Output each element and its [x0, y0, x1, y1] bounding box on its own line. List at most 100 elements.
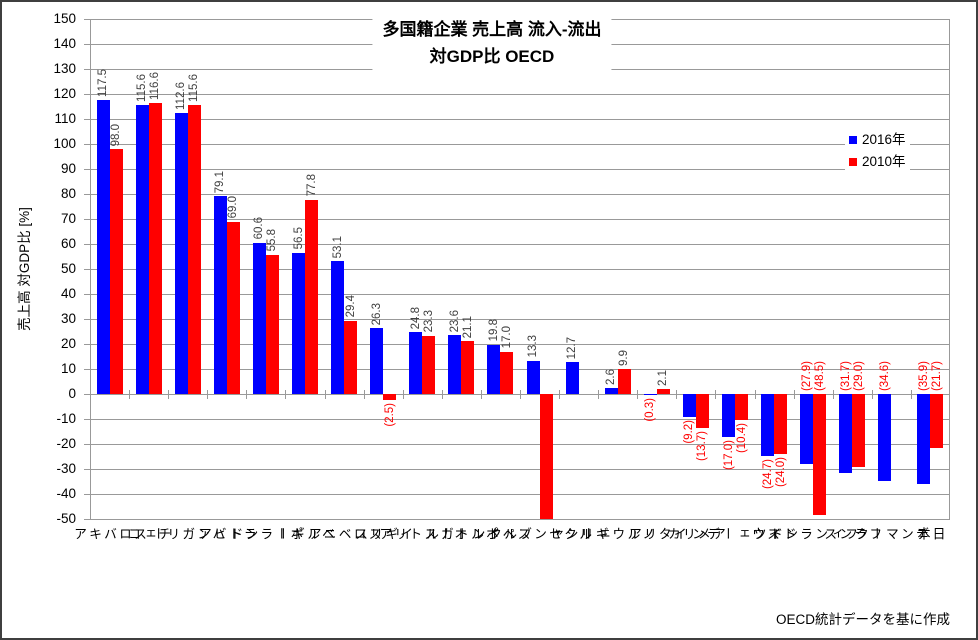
bar-value-label: 17.0 [500, 326, 513, 349]
category-tick [168, 390, 170, 399]
bar-value-label: (0.3) [644, 397, 657, 422]
bar-value-label: (35.9) [917, 360, 930, 391]
category-tick [871, 390, 873, 399]
y-axis-tick-label: 50 [60, 261, 76, 276]
y-axis-tick [84, 269, 90, 270]
x-category-label: スウェーデン [690, 527, 780, 541]
x-category-label: デンマーク [853, 527, 929, 541]
category-tick [285, 390, 287, 399]
bar-value-label: 13.3 [527, 335, 540, 358]
bar-2016 [565, 362, 579, 394]
y-axis-tick-label: 130 [53, 61, 76, 76]
category-tick [520, 390, 521, 399]
y-axis-tick [84, 469, 90, 470]
bar-value-label: 53.1 [331, 235, 344, 259]
y-axis-tick-label: 100 [53, 136, 76, 151]
bar-value-label: 21.1 [461, 315, 474, 339]
bar-value-label: (9.2) [683, 420, 696, 444]
bar-value-label: 79.1 [214, 170, 227, 194]
y-axis-tick [84, 519, 90, 520]
gridline [90, 519, 950, 520]
gridline [90, 369, 950, 370]
y-axis-tick [84, 444, 90, 445]
category-tick [793, 390, 795, 399]
bar-2016 [409, 332, 423, 394]
y-axis-tick-label: 10 [60, 361, 76, 376]
y-axis-tick-label: 30 [60, 311, 76, 326]
x-category-label: イタリア [626, 527, 687, 541]
gridline [90, 419, 950, 420]
bar-value-label: 115.6 [136, 74, 149, 102]
y-axis-tick-label: 0 [68, 386, 76, 401]
bar-value-label: 23.6 [448, 309, 461, 332]
bar-value-label: 98.0 [110, 123, 123, 146]
gridline [90, 219, 950, 220]
bar-2010 [656, 388, 670, 394]
bar-value-label: 60.6 [253, 217, 266, 240]
y-axis-tick-label: 110 [54, 111, 76, 126]
bar-2016 [252, 242, 266, 394]
y-axis-tick [84, 44, 90, 45]
bar-2016 [800, 394, 814, 464]
bar-value-label: (17.0) [722, 439, 735, 470]
x-category-label: ドイツ [751, 527, 797, 541]
gridline [90, 344, 950, 345]
bar-2016 [448, 335, 462, 394]
category-tick [402, 390, 404, 399]
bar-value-label: (2.5) [383, 403, 396, 427]
legend-swatch-2016 [849, 136, 857, 144]
plot-right-border [949, 19, 950, 519]
y-axis-tick [84, 294, 90, 295]
y-axis-tick [84, 344, 90, 345]
bar-value-label: 56.5 [292, 227, 305, 250]
x-category-label: アメリカ [665, 527, 726, 541]
bar-2016 [135, 105, 149, 394]
legend-label-2016: 2016年 [862, 132, 906, 147]
bar-2016 [96, 100, 110, 394]
y-axis-tick [84, 119, 90, 120]
gridline [90, 269, 950, 270]
category-tick [129, 390, 131, 399]
bar-2010 [109, 149, 123, 394]
y-axis-tick [84, 319, 90, 320]
y-axis-tick [84, 369, 90, 370]
bar-2010 [383, 394, 397, 401]
y-axis-tick-label: -40 [56, 486, 76, 501]
x-category-label: ベルギー [275, 527, 335, 541]
category-tick [246, 390, 248, 399]
chart-title-line1: 多国籍企業 売上高 流入-流出 [382, 20, 602, 39]
bar-value-label: (31.7) [839, 360, 852, 391]
y-axis-tick-label: -20 [56, 436, 76, 451]
bar-value-label: (24.7) [761, 458, 774, 489]
bar-value-label: (29.0) [852, 360, 865, 391]
bar-2016 [878, 394, 892, 481]
bar-value-label: (10.4) [735, 423, 748, 454]
x-category-label: ポーランド [228, 527, 304, 541]
bar-2010 [617, 369, 631, 394]
category-tick [715, 390, 717, 399]
gridline [90, 169, 950, 170]
legend-label-2010: 2010年 [862, 154, 906, 169]
bar-value-label: 77.8 [305, 174, 318, 197]
bar-2016 [682, 394, 696, 417]
chart-title-line2: 対GDP比 OECD [429, 47, 555, 66]
bar-value-label: 69.0 [227, 196, 240, 219]
x-category-label: ポルトガル [423, 527, 499, 541]
bar-value-label: 24.8 [409, 306, 422, 329]
bar-2010 [344, 320, 358, 394]
category-tick [363, 390, 365, 399]
gridline [90, 194, 950, 195]
category-tick [480, 390, 482, 399]
bar-value-label: (21.7) [930, 360, 943, 391]
y-axis-tick [84, 219, 90, 220]
gridline [90, 119, 950, 120]
bar-value-label: (48.5) [813, 360, 826, 391]
bar-2016 [292, 252, 305, 394]
x-category-label: スロベニア [306, 527, 382, 541]
bar-2016 [839, 394, 853, 474]
bar-2010 [930, 394, 944, 449]
x-category-label: 日本 [915, 527, 946, 541]
category-tick [754, 390, 756, 399]
y-axis-tick-label: 60 [60, 236, 76, 251]
y-axis-tick-label: 150 [53, 11, 76, 26]
